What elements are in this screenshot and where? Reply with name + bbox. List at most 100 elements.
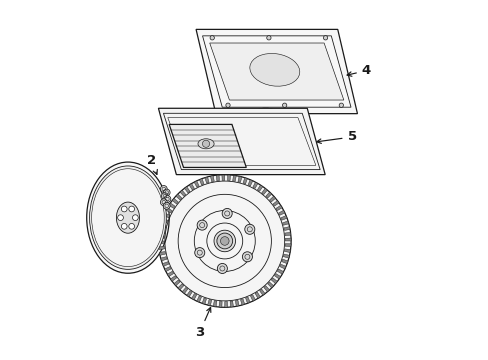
Polygon shape: [158, 241, 164, 244]
Circle shape: [339, 103, 343, 107]
Circle shape: [132, 215, 138, 221]
Circle shape: [220, 237, 228, 245]
Circle shape: [214, 230, 235, 252]
Text: 4: 4: [346, 64, 370, 77]
Circle shape: [282, 103, 286, 107]
Polygon shape: [224, 302, 227, 307]
Circle shape: [121, 224, 127, 229]
Polygon shape: [285, 232, 290, 236]
Polygon shape: [210, 176, 214, 182]
Polygon shape: [252, 182, 258, 189]
Polygon shape: [184, 186, 190, 193]
Polygon shape: [272, 201, 279, 206]
Polygon shape: [161, 257, 166, 261]
Polygon shape: [163, 213, 169, 218]
Polygon shape: [165, 208, 172, 213]
Polygon shape: [279, 264, 285, 269]
Polygon shape: [229, 301, 233, 307]
Polygon shape: [259, 289, 264, 295]
Polygon shape: [240, 299, 244, 305]
Polygon shape: [160, 224, 166, 228]
Polygon shape: [261, 188, 267, 194]
Polygon shape: [180, 190, 185, 196]
Polygon shape: [204, 177, 209, 183]
Polygon shape: [284, 226, 289, 230]
Polygon shape: [280, 216, 286, 220]
Ellipse shape: [89, 166, 166, 269]
Polygon shape: [278, 210, 285, 215]
Polygon shape: [263, 285, 269, 292]
Circle shape: [323, 36, 327, 40]
Circle shape: [210, 36, 214, 40]
Ellipse shape: [249, 54, 299, 86]
Polygon shape: [257, 185, 262, 191]
Polygon shape: [237, 176, 242, 183]
Circle shape: [128, 206, 134, 212]
Polygon shape: [247, 180, 252, 186]
Circle shape: [121, 206, 127, 212]
Ellipse shape: [116, 202, 139, 233]
Polygon shape: [232, 175, 236, 181]
Circle shape: [242, 252, 252, 262]
Polygon shape: [275, 205, 282, 211]
Polygon shape: [170, 276, 176, 282]
Circle shape: [163, 195, 170, 202]
Ellipse shape: [255, 108, 275, 116]
Text: 3: 3: [195, 307, 210, 339]
Polygon shape: [178, 284, 183, 290]
Polygon shape: [265, 192, 271, 198]
Polygon shape: [271, 278, 277, 284]
Polygon shape: [194, 181, 199, 187]
Polygon shape: [277, 269, 283, 274]
Circle shape: [266, 36, 270, 40]
Circle shape: [222, 208, 232, 219]
Polygon shape: [196, 296, 201, 302]
Polygon shape: [182, 287, 187, 294]
Circle shape: [217, 233, 232, 249]
Polygon shape: [162, 262, 168, 266]
Polygon shape: [245, 297, 250, 303]
Polygon shape: [172, 198, 178, 204]
Circle shape: [118, 215, 123, 221]
Circle shape: [160, 199, 167, 206]
Polygon shape: [285, 238, 290, 241]
Text: 5: 5: [316, 130, 356, 144]
Polygon shape: [158, 235, 164, 238]
Circle shape: [161, 193, 168, 199]
Circle shape: [244, 224, 254, 234]
Polygon shape: [174, 280, 180, 286]
Polygon shape: [269, 196, 275, 202]
Polygon shape: [158, 108, 325, 175]
Polygon shape: [159, 246, 164, 249]
Polygon shape: [227, 175, 230, 181]
Text: 2: 2: [146, 154, 157, 174]
Polygon shape: [255, 292, 260, 298]
Circle shape: [202, 140, 209, 147]
Polygon shape: [207, 300, 211, 306]
Text: 6: 6: [187, 157, 197, 170]
Polygon shape: [219, 301, 222, 307]
Polygon shape: [216, 175, 219, 181]
Ellipse shape: [198, 139, 214, 149]
Polygon shape: [159, 252, 165, 255]
Circle shape: [163, 202, 170, 209]
Polygon shape: [267, 282, 273, 288]
Ellipse shape: [86, 162, 169, 273]
Polygon shape: [191, 293, 196, 300]
Ellipse shape: [91, 169, 164, 266]
Polygon shape: [235, 300, 239, 306]
Polygon shape: [282, 221, 288, 225]
Polygon shape: [284, 249, 290, 252]
Polygon shape: [176, 194, 182, 200]
Circle shape: [197, 220, 207, 230]
Polygon shape: [159, 229, 165, 233]
Polygon shape: [199, 179, 203, 185]
Polygon shape: [243, 178, 247, 184]
Polygon shape: [169, 125, 246, 167]
Polygon shape: [281, 259, 287, 264]
Circle shape: [128, 224, 134, 229]
Polygon shape: [274, 274, 280, 279]
Polygon shape: [164, 266, 171, 271]
Circle shape: [163, 189, 170, 196]
Polygon shape: [202, 298, 206, 304]
